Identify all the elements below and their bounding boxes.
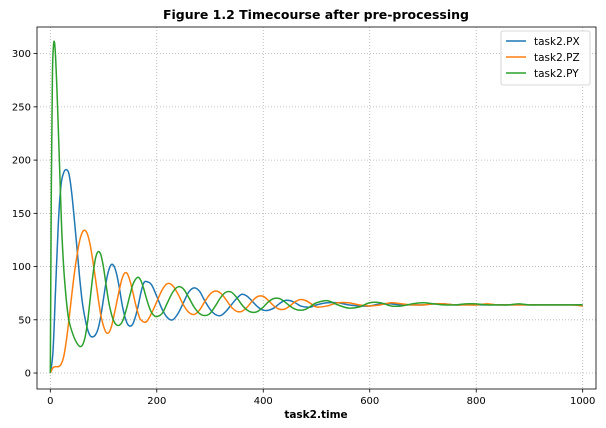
y-tick-label: 200 [12, 156, 31, 167]
legend-label: task2.PX [534, 36, 580, 48]
x-axis-label: task2.time [284, 409, 347, 421]
chart-title: Figure 1.2 Timecourse after pre-processi… [163, 7, 469, 22]
x-tick-label: 600 [360, 396, 379, 407]
x-tick-label: 0 [47, 396, 53, 407]
y-tick-label: 100 [12, 262, 31, 273]
x-tick-label: 200 [147, 396, 166, 407]
y-tick-label: 0 [25, 369, 31, 380]
y-tick-label: 300 [12, 49, 31, 60]
series-line-task2-px [49, 168, 583, 374]
plot-area-frame [36, 26, 597, 390]
y-tick-label: 150 [12, 209, 31, 220]
legend-box [500, 30, 591, 86]
axis-ticks: 0 200 400 600 800 1000 0 50 100 150 200 250 300 [12, 49, 596, 407]
y-tick-label: 250 [12, 102, 31, 113]
grid-lines [37, 27, 596, 389]
series-lines [49, 40, 583, 374]
x-tick-label: 1000 [570, 396, 595, 407]
legend-label: task2.PY [534, 68, 579, 80]
series-line-task2-pz [49, 229, 583, 374]
x-tick-label: 800 [467, 396, 486, 407]
legend: task2.PX task2.PZ task2.PY [500, 30, 591, 86]
x-tick-label: 400 [254, 396, 273, 407]
series-line-task2-py [49, 40, 583, 374]
legend-label: task2.PZ [534, 52, 580, 64]
y-tick-label: 50 [18, 315, 31, 326]
